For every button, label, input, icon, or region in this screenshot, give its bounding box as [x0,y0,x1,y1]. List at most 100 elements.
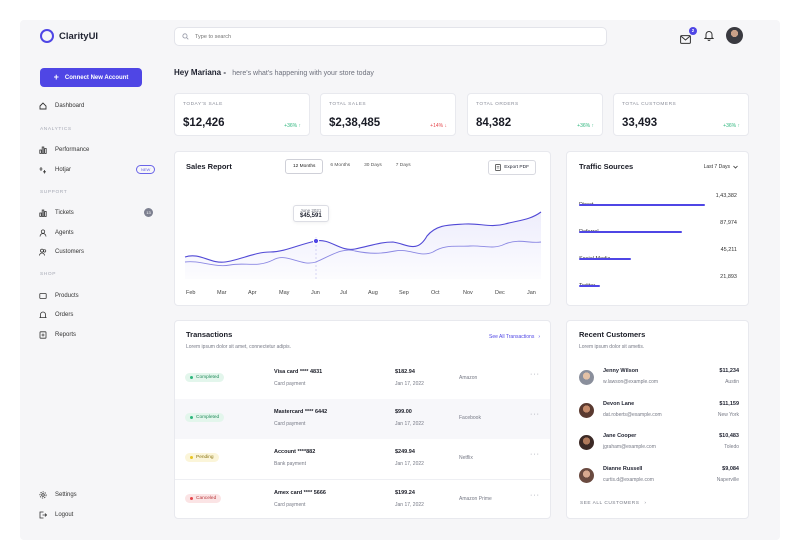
customer-city: Naperville [716,477,739,483]
stat-value: 33,493 [622,117,658,129]
list-item[interactable]: Devon Lane dat.roberts@example.com $11,1… [579,401,739,427]
sidebar-item-label: Orders [55,312,74,318]
logo-icon [40,29,54,43]
more-options-icon[interactable]: ··· [530,411,540,418]
sales-area-fill [185,212,541,279]
payment-type: Card payment [274,421,306,427]
customer-email: w.lawson@example.com [603,379,659,385]
x-tick-label: Nov [463,290,473,296]
traffic-row: Referral 87,974 [579,220,737,238]
range-30-days[interactable]: 30 Days [364,163,382,168]
chart-tooltip: June 2021 $45,591 [293,205,329,222]
export-pdf-button[interactable]: Export PDF [488,160,536,175]
export-pdf-label: Export PDF [504,165,529,170]
table-row[interactable]: Canceled Amex card **** 5666 Card paymen… [175,479,550,518]
list-item[interactable]: Dianne Russell curtis.d@example.com $9,0… [579,466,739,492]
connect-account-label: Connect New Account [64,74,129,81]
sidebar-item-dashboard[interactable]: Dashboard [39,102,84,110]
sidebar-item-label: Reports [55,332,77,338]
logo[interactable]: ClarityUI [40,29,98,43]
app-window: ClarityUI 2 + Connect New Account Dashbo… [20,20,780,540]
section-shop: SHOP [40,272,56,277]
stat-change: +36% ↑ [723,123,740,129]
source-bar [579,285,600,287]
users-icon [39,248,47,256]
customer-name: Jenny Wilson [603,368,639,374]
chevron-right-icon: › [538,334,540,340]
avatar [579,435,594,450]
sidebar-item-logout[interactable]: Logout [39,511,73,519]
period-dropdown[interactable]: Last 7 Days [704,164,738,170]
sidebar-item-label: Settings [55,492,77,498]
x-tick-label: Mar [217,290,227,296]
table-row[interactable]: Completed Visa card **** 4831 Card payme… [175,359,550,399]
range-12-months[interactable]: 12 Months [285,159,324,174]
sidebar-item-label: Tickets [55,210,74,216]
range-6-months[interactable]: 6 Months [330,163,351,168]
search-bar[interactable] [174,27,607,46]
merchant: Netflix [459,455,473,461]
sidebar-item-products[interactable]: Products [39,292,79,300]
gear-icon [39,491,47,499]
x-tick-label: Jun [311,290,320,296]
user-avatar[interactable] [726,27,743,44]
customer-city: Austin [725,379,739,385]
sidebar-item-reports[interactable]: Reports [39,331,76,339]
traffic-row: Twitter 21,893 [579,274,737,292]
transactions-card: Transactions Lorem ipsum dolor sit amet,… [174,320,551,519]
range-7-days[interactable]: 7 Days [395,163,411,168]
bell-icon[interactable] [704,30,714,41]
sidebar-item-settings[interactable]: Settings [39,491,77,499]
user-icon [39,229,47,237]
merchant: Amazon Prime [459,496,492,502]
sales-report-card: Sales Report 12 Months 6 Months 30 Days … [174,151,551,306]
more-options-icon[interactable]: ··· [530,492,540,499]
sales-line-secondary [184,240,542,267]
search-icon [182,33,189,40]
merchant: Amazon [459,375,478,381]
messages-button[interactable]: 2 [680,26,697,44]
greeting-subtitle: here's what's happening with your store … [232,70,374,77]
see-all-transactions-link[interactable]: See All Transactions › [489,334,540,340]
card-name: Amex card **** 5666 [274,490,326,496]
table-row[interactable]: Completed Mastercard **** 6442 Card paym… [175,399,550,439]
table-row[interactable]: Pending Account ****882 Bank payment $24… [175,439,550,479]
payment-type: Card payment [274,381,306,387]
source-bar [579,231,682,233]
greeting: Hey Mariana - here's what's happening wi… [174,68,374,77]
sidebar-item-tickets[interactable]: Tickets 13 [39,208,153,217]
connect-account-button[interactable]: + Connect New Account [40,68,142,87]
logout-icon [39,511,47,519]
tooltip-point [312,237,320,245]
traffic-row: Direct 1,43,382 [579,193,737,211]
list-item[interactable]: Jenny Wilson w.lawson@example.com $11,23… [579,368,739,394]
stat-card-total-sales: TOTAL SALES $2,38,485 +14% ↓ [320,93,456,136]
stat-value: $2,38,485 [329,117,381,129]
stat-label: TOTAL CUSTOMERS [622,102,677,107]
source-value: 1,43,382 [715,193,737,199]
sidebar-item-hotjar[interactable]: Hotjar NEW [39,165,156,174]
sidebar-item-customers[interactable]: Customers [39,248,84,256]
sales-report-title: Sales Report [186,162,232,171]
see-all-customers-link[interactable]: SEE ALL CUSTOMERS › [580,501,647,506]
customer-email: curtis.d@example.com [603,477,654,483]
more-options-icon[interactable]: ··· [530,371,540,378]
home-icon [39,102,47,110]
customer-amount: $9,084 [722,466,739,472]
more-options-icon[interactable]: ··· [530,451,540,458]
tickets-count-badge: 13 [144,208,153,217]
sidebar-item-agents[interactable]: Agents [39,229,74,237]
period-label: Last 7 Days [703,164,730,170]
sidebar-item-label: Logout [55,512,74,518]
sidebar-item-orders[interactable]: Orders [39,311,73,319]
avatar [579,370,594,385]
status-label: Completed [196,415,220,420]
stat-label: TOTAL ORDERS [476,102,519,107]
chevron-down-icon [733,165,738,169]
sidebar-item-performance[interactable]: Performance [39,146,89,154]
search-input[interactable] [195,33,575,40]
list-item[interactable]: Jane Cooper jgraham@example.com $10,483 … [579,433,739,459]
x-tick-label: May [279,290,290,296]
customer-name: Devon Lane [603,401,635,407]
status-badge: Canceled [185,494,222,503]
